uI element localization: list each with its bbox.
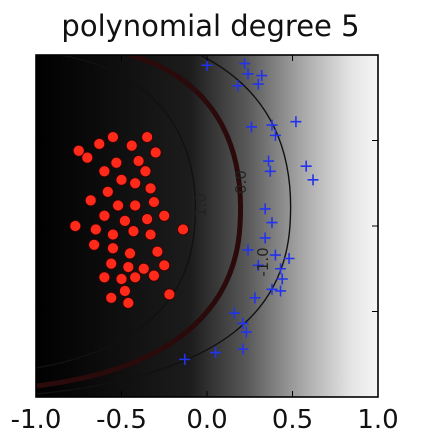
data-point-circle xyxy=(115,273,128,285)
data-point-plus xyxy=(210,347,222,359)
x-tick-label: -0.5 xyxy=(96,405,147,435)
data-point-circle xyxy=(122,261,135,273)
data-point-plus xyxy=(245,121,257,133)
data-point-circle xyxy=(127,225,140,238)
data-point-plus xyxy=(256,70,268,82)
contour-label-0: 0.0 xyxy=(232,170,250,194)
data-point-circle xyxy=(119,285,131,297)
chart-title: polynomial degree 5 xyxy=(61,9,360,43)
data-point-plus xyxy=(237,317,249,329)
data-point-circle xyxy=(69,220,82,232)
data-point-circle xyxy=(158,259,171,272)
data-point-plus xyxy=(259,232,271,244)
data-point-circle xyxy=(101,185,114,198)
data-point-plus xyxy=(269,129,281,141)
data-point-plus xyxy=(275,285,287,297)
data-point-circle xyxy=(98,271,111,284)
data-point-plus xyxy=(201,59,213,71)
contour-line-pos xyxy=(36,55,197,369)
data-point-plus xyxy=(240,326,252,338)
data-point-circle xyxy=(107,131,119,143)
data-point-circle xyxy=(144,228,157,241)
data-point-circle xyxy=(81,151,94,164)
data-point-plus xyxy=(264,165,276,177)
data-point-plus xyxy=(232,80,244,92)
data-point-plus xyxy=(249,292,261,304)
contour-line-neg xyxy=(36,55,292,395)
contour-label-1: 1.0 xyxy=(192,193,210,217)
data-point-circle xyxy=(98,209,111,222)
data-point-circle xyxy=(129,177,142,190)
data-point-plus xyxy=(266,283,278,295)
x-tick-label: 0.5 xyxy=(272,405,313,435)
data-point-circle xyxy=(149,146,162,159)
data-point-circle xyxy=(129,199,142,212)
data-point-circle xyxy=(139,165,152,178)
data-point-plus xyxy=(276,273,288,285)
data-point-plus xyxy=(275,263,287,275)
points-layer xyxy=(69,58,319,365)
data-point-circle xyxy=(177,223,189,236)
tick-labels-layer: -1.0 -0.5 0.0 0.5 1.0 xyxy=(11,405,399,435)
data-point-circle xyxy=(141,131,154,143)
data-point-circle xyxy=(148,196,160,208)
data-point-circle xyxy=(105,257,118,270)
data-point-circle xyxy=(112,199,124,212)
data-point-circle xyxy=(105,291,118,304)
x-tick-label: 1.0 xyxy=(357,405,398,435)
data-point-plus xyxy=(300,160,312,172)
data-point-plus xyxy=(263,155,275,167)
x-tick-label: -1.0 xyxy=(11,405,62,435)
data-point-circle xyxy=(89,223,102,236)
data-point-circle xyxy=(107,228,119,241)
data-point-circle xyxy=(115,173,128,186)
data-point-circle xyxy=(137,262,150,275)
ticks-layer xyxy=(36,55,378,397)
data-point-circle xyxy=(93,138,106,150)
data-point-circle xyxy=(141,213,154,226)
data-point-plus xyxy=(290,116,302,128)
data-point-plus xyxy=(179,353,191,365)
data-point-circle xyxy=(84,194,97,207)
data-point-plus xyxy=(259,203,271,215)
data-point-circle xyxy=(107,242,119,255)
data-point-circle xyxy=(119,214,131,227)
data-point-plus xyxy=(266,217,278,229)
data-point-circle xyxy=(151,245,164,258)
data-point-plus xyxy=(242,244,254,256)
data-point-circle xyxy=(163,288,176,301)
data-point-plus xyxy=(307,174,319,186)
data-point-circle xyxy=(144,182,157,195)
data-point-circle xyxy=(158,209,171,222)
data-point-plus xyxy=(237,343,249,355)
data-point-circle xyxy=(124,247,136,260)
data-point-plus xyxy=(242,68,254,80)
x-tick-label: 0.0 xyxy=(186,405,227,435)
contour-lines xyxy=(36,55,292,395)
contour-line-zero xyxy=(36,55,244,389)
data-point-plus xyxy=(228,307,240,319)
contour-label-neg1: -1.0 xyxy=(254,247,272,276)
data-point-circle xyxy=(122,297,135,309)
data-point-circle xyxy=(125,139,138,152)
data-point-circle xyxy=(148,269,160,282)
data-point-circle xyxy=(110,156,123,169)
data-point-circle xyxy=(72,144,85,157)
data-point-circle xyxy=(129,271,142,284)
data-point-plus xyxy=(266,119,278,131)
data-point-plus xyxy=(239,58,251,70)
data-point-circle xyxy=(88,238,101,251)
data-point-plus xyxy=(252,259,264,271)
data-point-circle xyxy=(132,155,145,167)
data-point-plus xyxy=(252,78,264,90)
data-point-plus xyxy=(283,252,295,264)
data-point-circle xyxy=(98,165,111,178)
data-point-plus xyxy=(269,249,281,261)
